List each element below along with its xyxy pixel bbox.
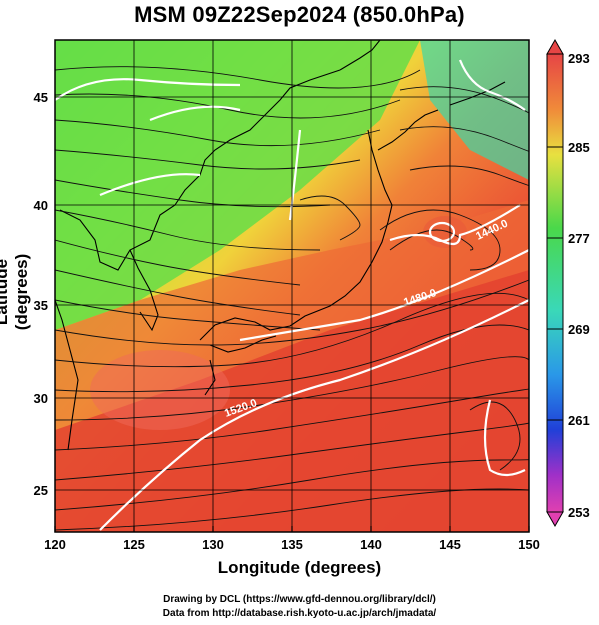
colorbar [546, 38, 564, 528]
x-tick-label: 120 [44, 537, 66, 552]
colorbar-tick-label: 277 [568, 231, 590, 246]
map-title: MSM 09Z22Sep2024 (850.0hPa) [134, 2, 465, 27]
x-tick-label: 125 [123, 537, 145, 552]
x-tick-label: 135 [281, 537, 303, 552]
x-axis-label: Longitude (degrees) [217, 558, 382, 577]
x-tick-marks [54, 526, 530, 532]
x-tick-label: 150 [518, 537, 540, 552]
credit-data-source: Data from http://database.rish.kyoto-u.a… [162, 608, 437, 619]
height-contours [55, 59, 529, 531]
y-tick-label: 40 [34, 198, 48, 213]
colorbar-tick-label: 293 [568, 51, 590, 66]
colorbar-tick-label: 269 [568, 322, 590, 337]
colorbar-tick-label: 261 [568, 413, 590, 428]
y-tick-label: 35 [34, 298, 48, 313]
coastlines [55, 40, 506, 451]
x-tick-label: 140 [360, 537, 382, 552]
x-tick-label: 130 [202, 537, 224, 552]
y-tick-label: 25 [34, 483, 48, 498]
credit-drawing: Drawing by DCL (https://www.gfd-dennou.o… [163, 594, 436, 605]
y-tick-label: 45 [34, 90, 48, 105]
y-axis-label: Latitude (degrees) [0, 253, 31, 331]
colorbar-tick-label: 285 [568, 140, 590, 155]
grid-lines [55, 40, 529, 532]
x-tick-label: 145 [439, 537, 461, 552]
y-tick-label: 30 [34, 391, 48, 406]
colorbar-tick-label: 253 [568, 505, 590, 520]
wind-streamlines [55, 66, 529, 531]
